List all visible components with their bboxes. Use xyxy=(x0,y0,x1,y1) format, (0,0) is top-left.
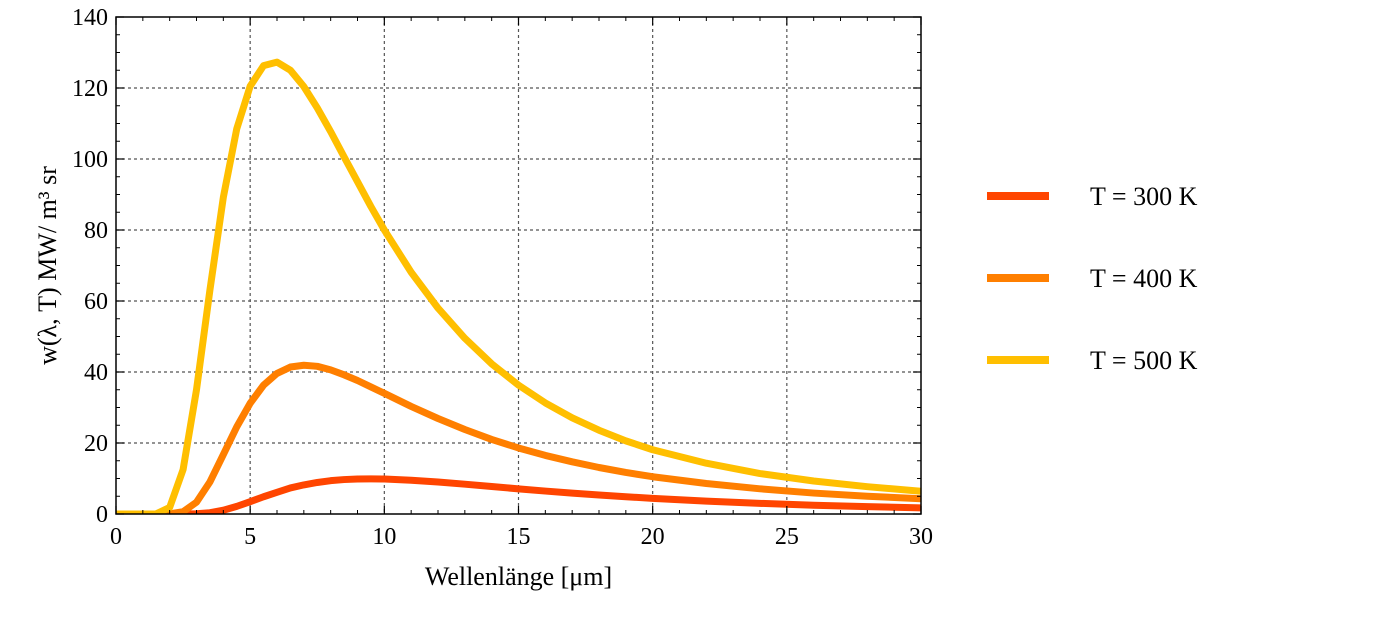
x-tick-label: 5 xyxy=(244,524,256,550)
y-tick-label: 140 xyxy=(72,5,108,31)
y-tick-label: 80 xyxy=(84,218,108,244)
y-tick-label: 60 xyxy=(84,289,108,315)
x-tick-label: 30 xyxy=(909,524,933,550)
x-tick-label: 20 xyxy=(641,524,665,550)
y-tick-label: 100 xyxy=(72,147,108,173)
legend-label-3: T = 500 K xyxy=(1090,346,1198,375)
x-tick-label: 15 xyxy=(507,524,531,550)
x-axis-title: Wellenlänge [μm] xyxy=(425,562,612,591)
x-tick-label: 0 xyxy=(110,524,122,550)
axis-ticks xyxy=(115,16,922,515)
y-tick-label: 120 xyxy=(72,76,108,102)
x-tick-label: 25 xyxy=(775,524,799,550)
tick-labels: 0 5 10 15 20 25 30 0 20 40 60 80 100 120 140 xyxy=(72,5,933,550)
y-axis-title: w(λ, T) MW/ m³ sr xyxy=(33,166,62,365)
grid xyxy=(116,17,921,514)
series-line-3 xyxy=(116,58,921,514)
y-tick-label: 40 xyxy=(84,360,108,386)
series-line-2 xyxy=(116,361,921,514)
legend: T = 300 K T = 400 K T = 500 K xyxy=(987,182,1198,375)
legend-label-2: T = 400 K xyxy=(1090,264,1198,293)
y-tick-label: 0 xyxy=(96,502,108,528)
y-tick-label: 20 xyxy=(84,431,108,457)
legend-label-1: T = 300 K xyxy=(1090,182,1198,211)
x-tick-label: 10 xyxy=(372,524,396,550)
